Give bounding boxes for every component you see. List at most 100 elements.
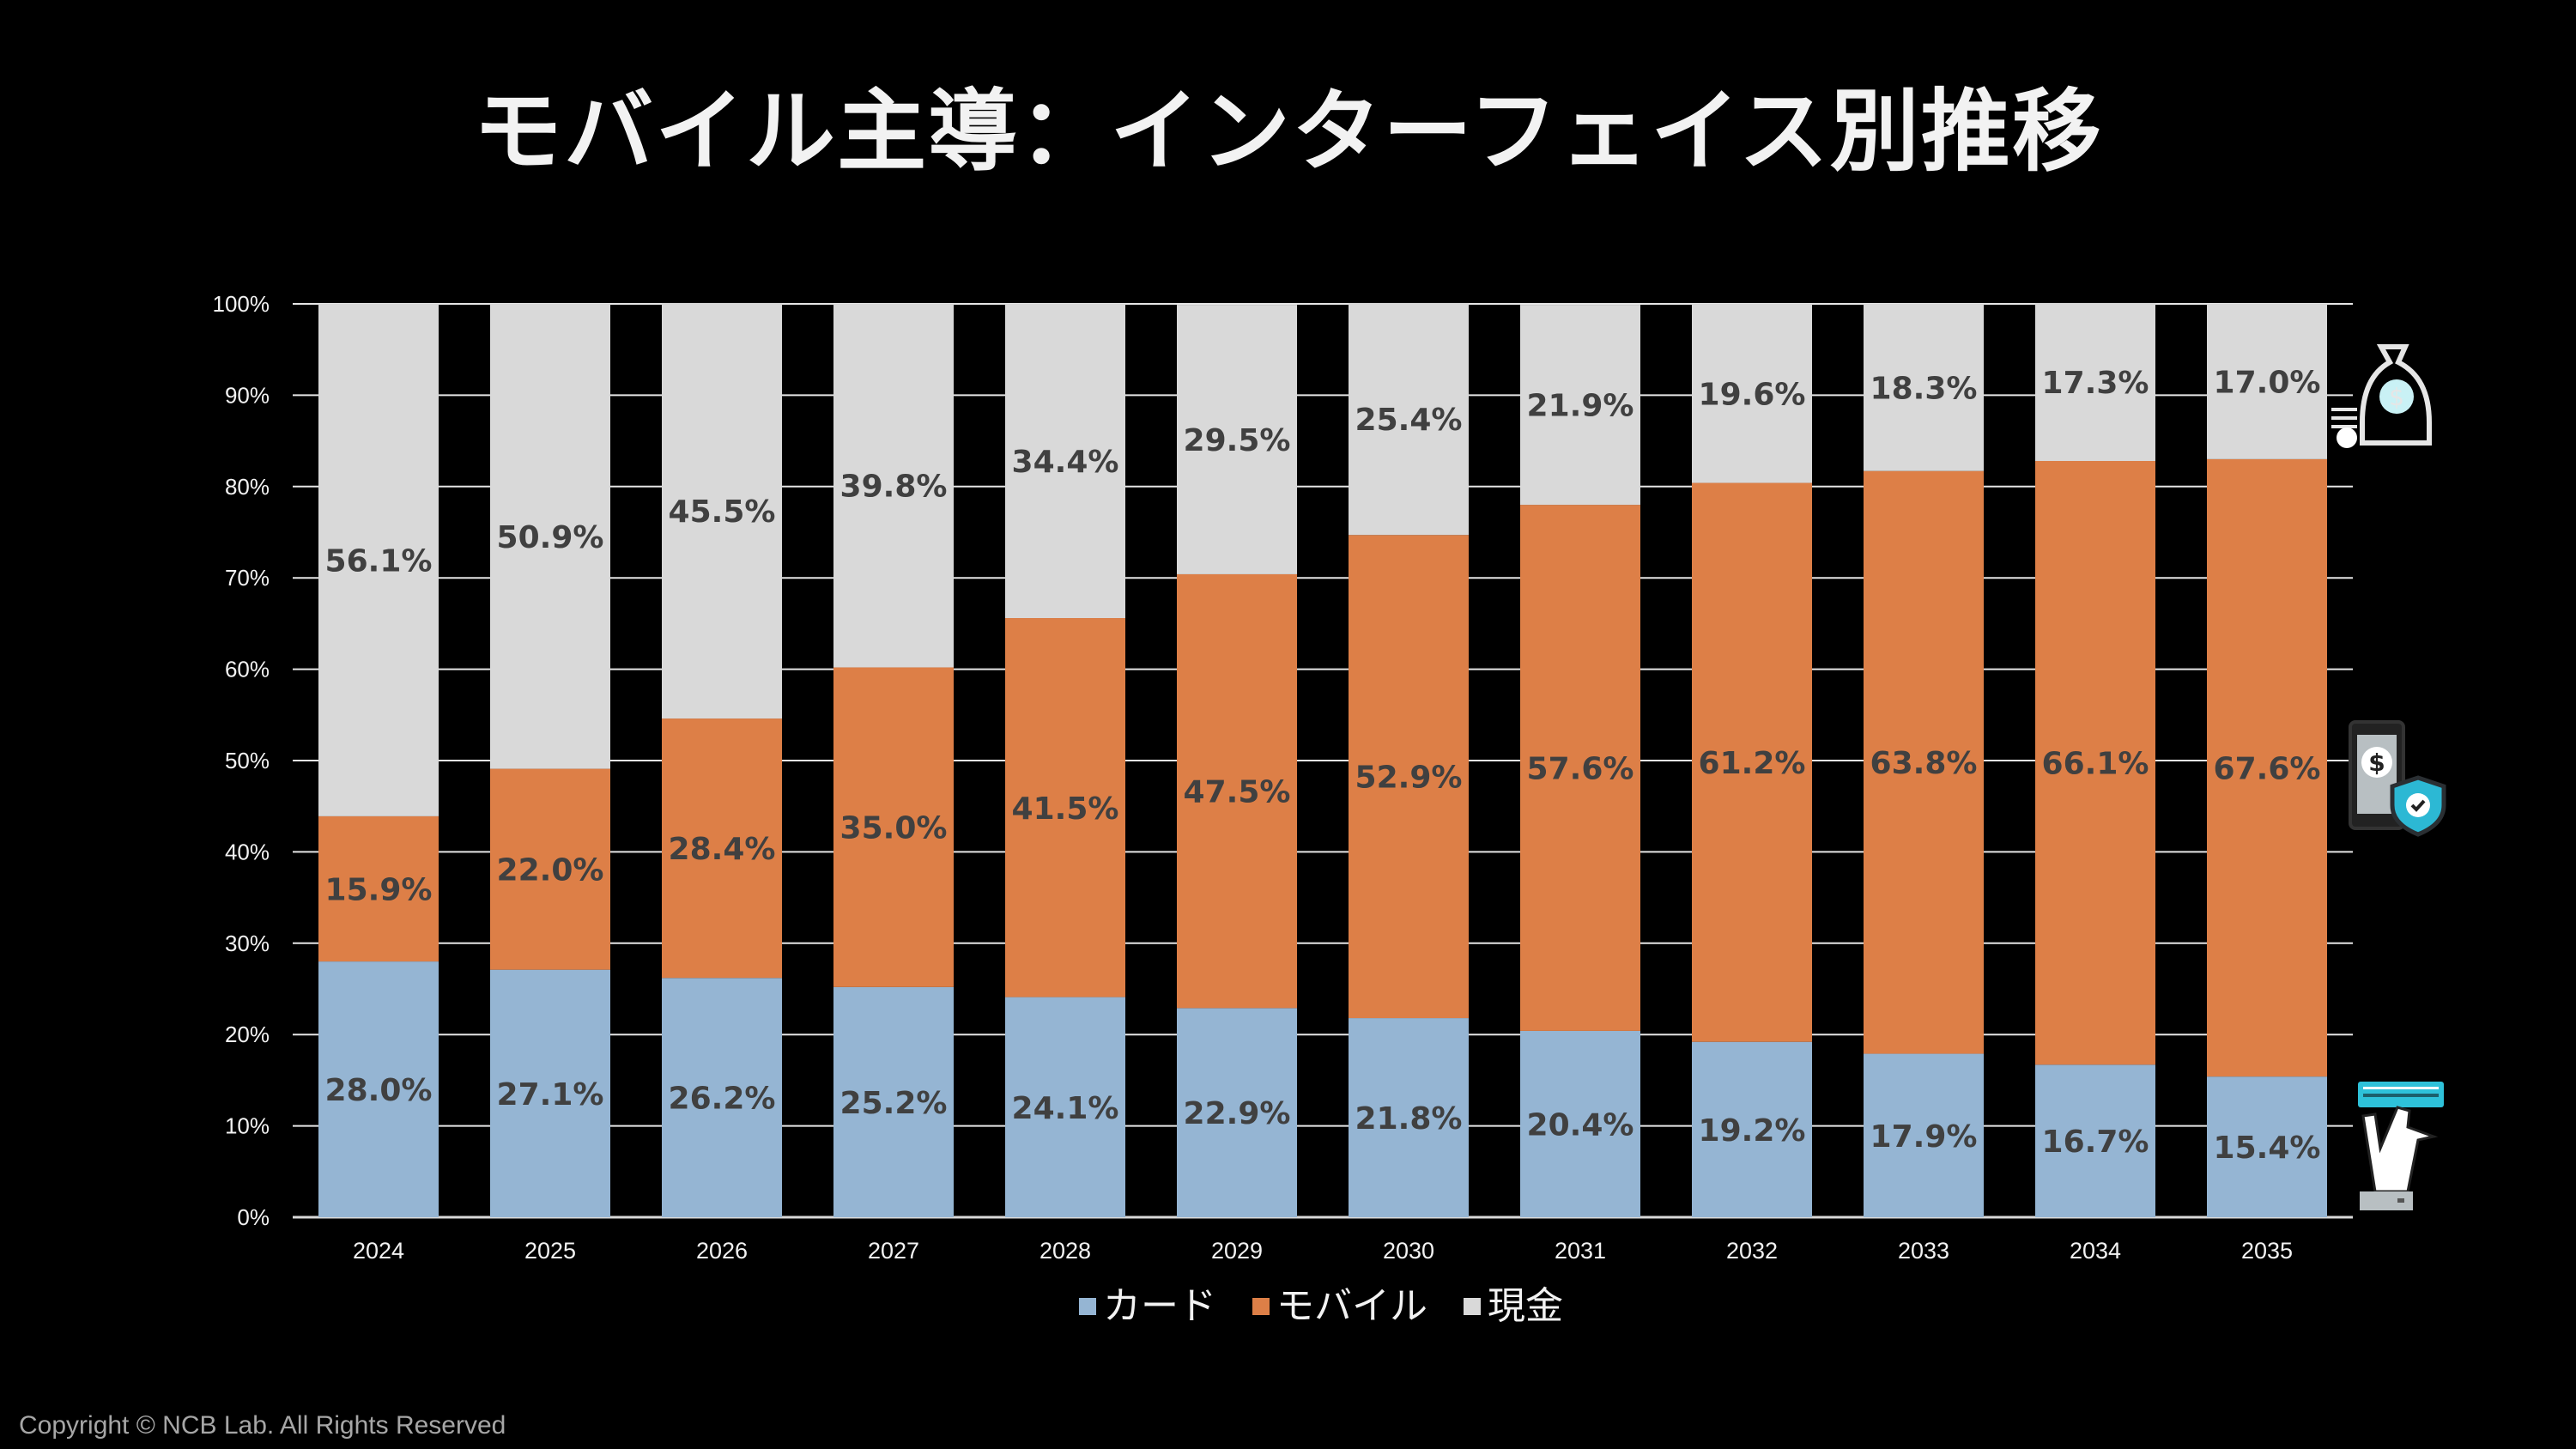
legend-label: モバイル (1276, 1284, 1427, 1328)
x-tick-label: 2032 (1726, 1238, 1778, 1264)
y-tick-label: 10% (225, 1113, 270, 1139)
y-tick-label: 80% (225, 474, 270, 500)
svg-text:$: $ (2389, 383, 2404, 411)
y-tick-label: 40% (225, 839, 270, 864)
bar-segment (1349, 1018, 1469, 1217)
data-label: 34.4% (1012, 445, 1119, 480)
y-tick-label: 70% (225, 565, 270, 591)
bar-segment (662, 718, 782, 979)
bar-segment (490, 969, 610, 1217)
bar-segment (1864, 470, 1984, 1054)
bar-segment (1692, 482, 1812, 1042)
data-label: 28.4% (669, 832, 776, 867)
data-label: 45.5% (669, 494, 776, 530)
data-label: 21.9% (1527, 389, 1634, 424)
data-label: 39.8% (840, 470, 948, 505)
data-label: 17.3% (2042, 366, 2149, 401)
x-tick-label: 2026 (696, 1238, 748, 1264)
x-tick-label: 2027 (868, 1238, 919, 1264)
copyright-text: Copyright © NCB Lab. All Rights Reserved (19, 1411, 506, 1440)
card-hand-icon (2358, 1082, 2444, 1210)
y-tick-label: 90% (225, 382, 270, 408)
data-label: 29.5% (1184, 423, 1291, 458)
bar-segment (1005, 304, 1125, 619)
bar-segment (662, 978, 782, 1217)
bar-segment (1692, 304, 1812, 483)
data-label: 17.0% (2214, 365, 2321, 400)
legend-label: 現金 (1488, 1284, 1563, 1328)
legend-swatch (1079, 1298, 1096, 1315)
data-label: 18.3% (1870, 371, 1978, 406)
x-tick-label: 2025 (524, 1238, 576, 1264)
y-tick-label: 60% (225, 657, 270, 682)
data-label: 35.0% (840, 811, 948, 846)
data-label: 67.6% (2214, 752, 2321, 787)
data-label: 47.5% (1184, 775, 1291, 810)
bar-segment (490, 768, 610, 970)
data-label: 25.2% (840, 1086, 948, 1121)
bar-segment (1177, 1008, 1297, 1217)
bar-segment (833, 304, 954, 668)
bar-segment (1520, 1030, 1640, 1217)
data-label: 17.9% (1870, 1119, 1978, 1155)
data-label: 24.1% (1012, 1091, 1119, 1126)
y-tick-label: 30% (225, 931, 270, 956)
data-label: 61.2% (1699, 746, 1806, 781)
bar-segment (1692, 1041, 1812, 1217)
bar-segment (833, 667, 954, 987)
mobile-payment-shield-icon: $ (2349, 720, 2446, 837)
data-label: 63.8% (1870, 746, 1978, 781)
x-tick-label: 2034 (2070, 1238, 2121, 1264)
svg-text:$: $ (2368, 749, 2385, 777)
x-tick-label: 2029 (1211, 1238, 1263, 1264)
data-label: 15.4% (2214, 1131, 2321, 1166)
data-label: 15.9% (325, 872, 433, 907)
bar-segment (1520, 505, 1640, 1031)
data-label: 28.0% (325, 1073, 433, 1108)
data-label: 26.2% (669, 1082, 776, 1117)
data-label: 41.5% (1012, 791, 1119, 827)
money-bag-icon: $ (2331, 344, 2432, 448)
y-tick-label: 20% (225, 1022, 270, 1047)
bar-segment (490, 304, 610, 769)
bar-segment (1864, 304, 1984, 471)
data-label: 52.9% (1355, 761, 1463, 796)
data-label: 20.4% (1527, 1107, 1634, 1143)
bar-segment (1864, 1053, 1984, 1217)
data-label: 56.1% (325, 543, 433, 579)
x-tick-label: 2035 (2241, 1238, 2293, 1264)
bar-segment (833, 986, 954, 1217)
bar-segment (1177, 305, 1297, 574)
legend-swatch (1464, 1298, 1481, 1315)
x-tick-label: 2030 (1383, 1238, 1434, 1264)
data-label: 19.6% (1699, 377, 1806, 412)
data-label: 50.9% (497, 520, 604, 555)
bar-segment (2035, 302, 2155, 462)
data-label: 22.9% (1184, 1096, 1291, 1131)
bar-segment (662, 302, 782, 719)
bar-segment (1520, 305, 1640, 506)
data-label: 22.0% (497, 853, 604, 888)
bar-segment (1349, 535, 1469, 1019)
bar-segment (2207, 304, 2327, 459)
page-title: モバイル主導：インターフェイス別推移 (473, 79, 2103, 184)
bar-segment (2035, 461, 2155, 1065)
bar-segment (2207, 458, 2327, 1077)
bar-segment (2207, 1076, 2327, 1217)
data-label: 19.2% (1699, 1113, 1806, 1149)
bar-segment (318, 815, 439, 962)
legend-label: カード (1103, 1284, 1216, 1328)
data-label: 57.6% (1527, 752, 1634, 787)
data-label: 27.1% (497, 1077, 604, 1113)
data-label: 25.4% (1355, 403, 1463, 438)
x-tick-label: 2031 (1555, 1238, 1606, 1264)
legend-swatch (1252, 1298, 1270, 1315)
bar-segment (1005, 618, 1125, 997)
bar-segment (318, 961, 439, 1217)
bar-segment (1177, 573, 1297, 1009)
x-tick-label: 2024 (353, 1238, 404, 1264)
data-label: 21.8% (1355, 1101, 1463, 1137)
data-label: 66.1% (2042, 747, 2149, 782)
bar-segment (318, 304, 439, 816)
